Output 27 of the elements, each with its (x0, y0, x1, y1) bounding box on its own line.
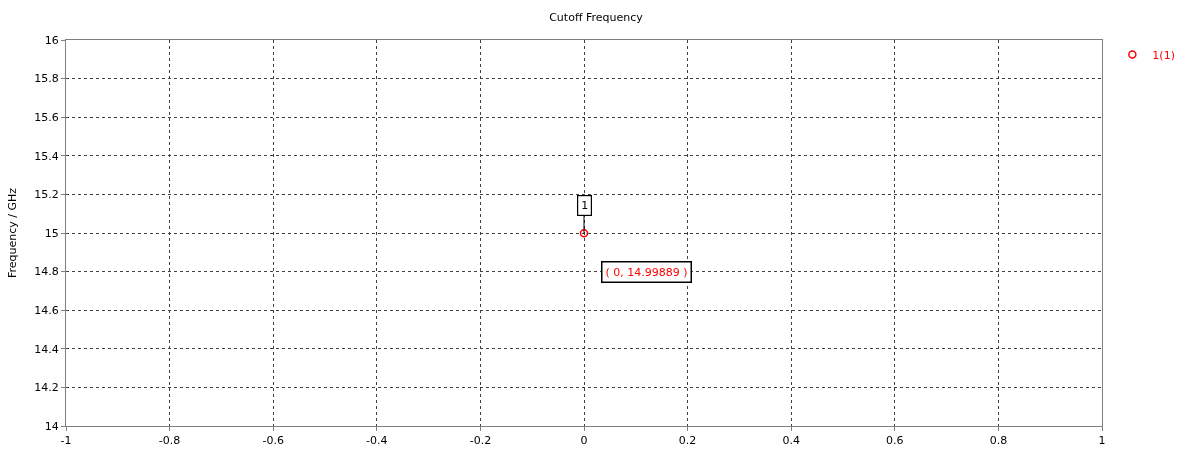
y-tick-label: 14.2 (34, 381, 59, 395)
x-tick-label: -1 (60, 434, 72, 448)
annotation: 1 (581, 199, 589, 213)
x-tick-label: -0.6 (262, 434, 284, 448)
y-axis-title: Frequency / GHz (5, 187, 19, 279)
y-tick-label: 15.8 (34, 72, 59, 86)
y-tick-label: 14.6 (34, 304, 59, 318)
legend-label: 1(1) (1152, 48, 1175, 62)
y-tick-label: 15 (44, 226, 59, 240)
x-tick-label: 0.6 (886, 434, 904, 448)
x-tick-label: -0.4 (366, 434, 388, 448)
x-tick-label: 0.8 (989, 434, 1008, 448)
annotation: ( 0, 14.99889 ) (605, 265, 688, 279)
y-tick-label: 16 (44, 33, 59, 47)
y-tick-label: 15.4 (34, 149, 59, 163)
x-tick-label: -0.8 (158, 434, 181, 448)
x-tick-label: -0.2 (469, 434, 492, 448)
y-tick-label: 14.8 (34, 265, 59, 279)
y-tick-label: 15.6 (34, 111, 59, 125)
chart-title: Cutoff Frequency (549, 11, 644, 25)
x-tick-label: 1 (1098, 434, 1106, 448)
y-tick-label: 14 (44, 419, 59, 433)
x-tick-label: 0.4 (782, 434, 800, 448)
y-tick-label: 15.2 (34, 188, 59, 202)
x-tick-label: 0.2 (678, 434, 697, 448)
x-tick-label: 0 (580, 434, 588, 448)
y-tick-label: 14.4 (34, 342, 59, 356)
